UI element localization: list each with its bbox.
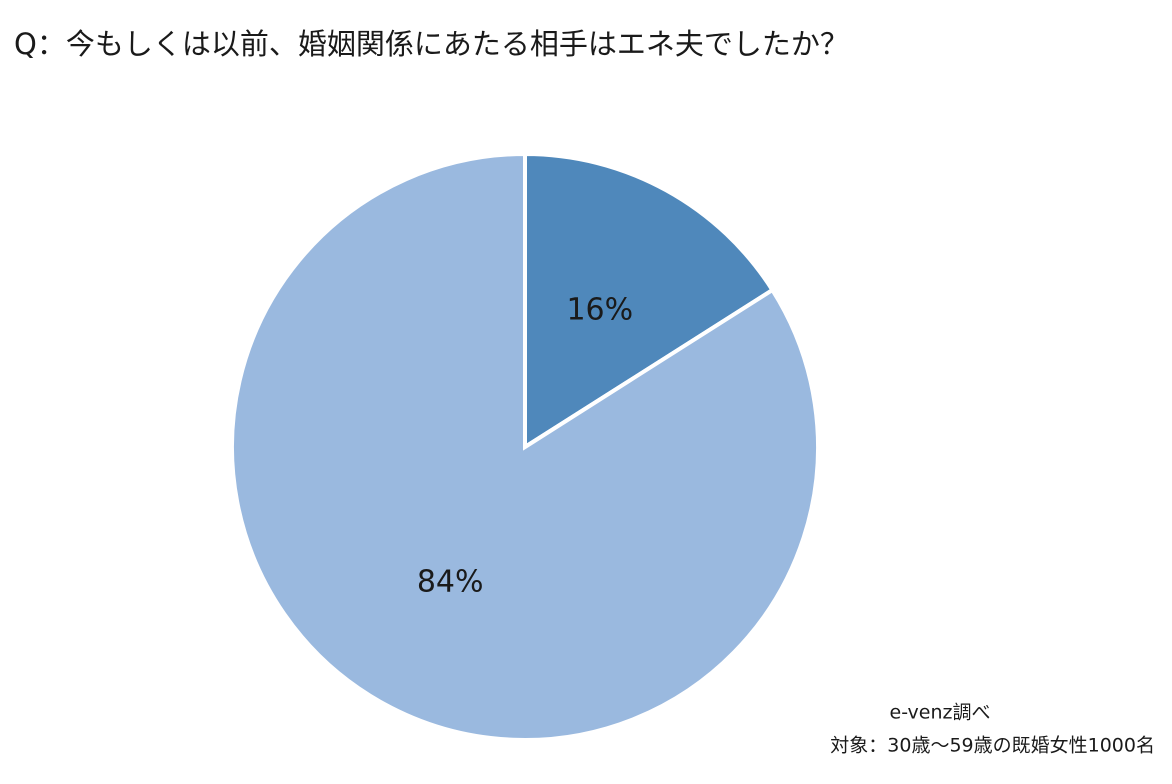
chart-title: Q：今もしくは以前、婚姻関係にあたる相手はエネ夫でしたか？ [14,27,849,61]
value-label: 84% [417,565,484,600]
source-note: e-venz調べ [890,702,991,724]
pie-slice [523,151,776,451]
pie-slice [230,151,820,742]
sample-note: 対象：30歳〜59歳の既婚女性1000名 [830,735,1155,757]
value-label: 16% [566,292,633,327]
